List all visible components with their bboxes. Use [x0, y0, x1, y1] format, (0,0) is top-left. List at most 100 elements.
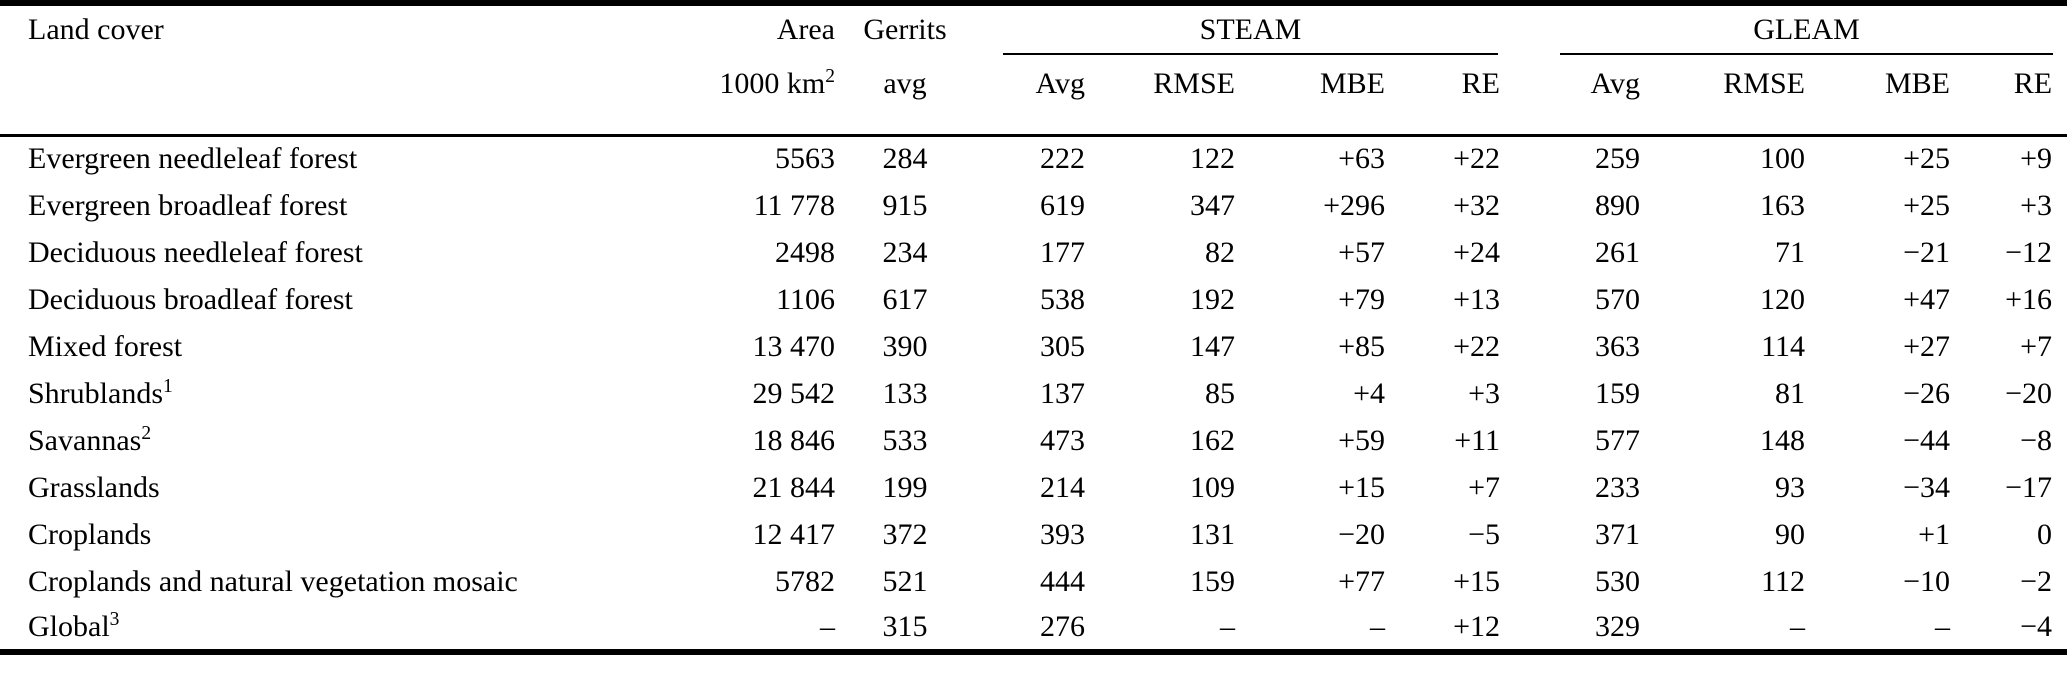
cell-area: 12 417 [752, 517, 836, 551]
footnote-marker: 1 [163, 375, 173, 397]
cell-steam-avg: 276 [1040, 610, 1085, 643]
land-cover-label: Global [28, 610, 110, 643]
cell-gleam-rmse: 93 [1775, 470, 1805, 504]
cell-steam-rmse: – [1220, 610, 1235, 643]
cell-gerrits-avg: 284 [882, 142, 928, 176]
table-row: Deciduous broadleaf forest 1106 617 538 … [0, 276, 2067, 323]
cell-steam-re: +13 [1453, 282, 1500, 316]
land-cover-label: Croplands and natural vegetation mosaic [28, 564, 518, 598]
cell-steam-rmse: 162 [1190, 423, 1235, 457]
cell-land-cover: Croplands [0, 511, 695, 558]
cell-gleam-re: −12 [2005, 235, 2053, 269]
cell-area: 18 846 [752, 423, 836, 457]
cell-gleam-mbe: −26 [1903, 376, 1950, 410]
cell-steam-rmse: 131 [1190, 517, 1235, 551]
col-header-gleam-rmse: RMSE [1640, 55, 1805, 137]
cell-gleam-avg: 159 [1595, 376, 1640, 410]
land-cover-label: Grasslands [28, 470, 160, 504]
cell-gerrits-avg: 533 [882, 423, 928, 457]
cell-gleam-re: −20 [2005, 376, 2053, 410]
cell-gleam-re: +9 [2020, 142, 2053, 176]
cell-gerrits-avg: 915 [882, 188, 928, 222]
cell-gleam-re: +16 [2005, 282, 2053, 316]
land-cover-label: Deciduous broadleaf forest [28, 282, 353, 316]
col-header-land-cover-spacer [0, 55, 695, 137]
land-cover-label: Deciduous needleleaf forest [28, 235, 363, 269]
group-header-gleam-label: GLEAM [1753, 13, 1860, 46]
cell-steam-rmse: 347 [1190, 188, 1235, 222]
cell-steam-re: +22 [1453, 142, 1500, 176]
cell-gleam-mbe: −21 [1903, 235, 1950, 269]
cell-steam-rmse: 147 [1190, 329, 1235, 363]
cell-area: 1106 [776, 282, 835, 316]
cell-area: 11 778 [753, 188, 835, 222]
cell-steam-mbe: +77 [1338, 564, 1385, 598]
col-header-gleam-mbe: MBE [1805, 55, 1950, 137]
cell-steam-mbe: +296 [1323, 188, 1385, 222]
cell-steam-mbe: −20 [1338, 517, 1385, 551]
col-header-gerrits: Gerrits [863, 13, 947, 46]
cell-steam-rmse: 159 [1190, 564, 1235, 598]
cell-steam-rmse: 109 [1190, 470, 1235, 504]
area-unit-exponent: 2 [825, 66, 835, 87]
cell-land-cover: Grasslands [0, 464, 695, 511]
footnote-marker: 2 [141, 422, 152, 444]
cell-land-cover: Deciduous needleleaf forest [0, 229, 695, 276]
group-header-steam: STEAM [975, 3, 1500, 55]
cell-area: 5563 [775, 142, 835, 176]
col-header-gerrits-avg: avg [835, 55, 975, 137]
cell-steam-rmse: 82 [1205, 235, 1235, 269]
table-row: Mixed forest 13 470 390 305 147 +85 +22 … [0, 323, 2067, 370]
table-row: Deciduous needleleaf forest 2498 234 177… [0, 229, 2067, 276]
col-header-steam-mbe: MBE [1235, 55, 1385, 137]
land-cover-label: Evergreen broadleaf forest [28, 188, 348, 222]
cell-land-cover: Croplands and natural vegetation mosaic [0, 558, 695, 605]
cell-steam-re: +24 [1453, 235, 1500, 269]
cell-steam-avg: 137 [1040, 376, 1085, 410]
area-unit-text: 1000 km [719, 67, 826, 100]
cell-gleam-mbe: −10 [1903, 564, 1950, 598]
col-header-steam-rmse: RMSE [1085, 55, 1235, 137]
table-row: Croplands and natural vegetation mosaic … [0, 558, 2067, 605]
table-row: Global3 – 315 276 – – +12 329 – – −4 [0, 605, 2067, 652]
cell-steam-re: +22 [1453, 329, 1500, 363]
cell-gleam-re: 0 [2037, 517, 2053, 551]
cell-gleam-avg: 363 [1595, 329, 1640, 363]
cell-gerrits-avg: 133 [882, 376, 928, 410]
cell-gleam-re: −4 [2020, 610, 2053, 643]
cell-steam-rmse: 192 [1190, 282, 1235, 316]
col-header-area-unit: 1000 km2 [695, 55, 835, 137]
cell-gleam-rmse: – [1790, 610, 1805, 643]
table-row: Evergreen broadleaf forest 11 778 915 61… [0, 182, 2067, 229]
cell-gleam-avg: 890 [1595, 188, 1640, 222]
cell-gleam-mbe: −34 [1903, 470, 1950, 504]
cell-steam-re: +32 [1453, 188, 1500, 222]
land-cover-label: Evergreen needleleaf forest [28, 142, 358, 176]
cell-gleam-mbe: +1 [1918, 517, 1950, 551]
cell-steam-re: +12 [1453, 610, 1500, 643]
cell-gleam-rmse: 163 [1760, 188, 1805, 222]
cell-gleam-re: +3 [2020, 188, 2053, 222]
cell-gerrits-avg: 617 [882, 282, 928, 316]
cell-land-cover: Deciduous broadleaf forest [0, 276, 695, 323]
table-row: Grasslands 21 844 199 214 109 +15 +7 233… [0, 464, 2067, 511]
cell-area: 5782 [775, 564, 835, 598]
cell-steam-avg: 473 [1040, 423, 1085, 457]
cell-area: – [820, 610, 835, 643]
cell-steam-mbe: +4 [1353, 376, 1385, 410]
land-cover-label: Croplands [28, 517, 152, 551]
cell-steam-rmse: 85 [1205, 376, 1235, 410]
cell-gleam-re: −17 [2005, 470, 2053, 504]
cell-gleam-rmse: 114 [1761, 329, 1805, 363]
cell-land-cover: Evergreen needleleaf forest [0, 135, 695, 182]
cell-steam-re: +11 [1454, 423, 1500, 457]
col-header-steam-avg: Avg [975, 55, 1085, 137]
group-header-steam-label: STEAM [1199, 13, 1302, 46]
cell-steam-mbe: – [1370, 610, 1385, 643]
cell-gleam-avg: 371 [1595, 517, 1640, 551]
col-header-steam-re: RE [1385, 55, 1500, 137]
cell-gleam-re: +7 [2020, 329, 2053, 363]
cell-steam-mbe: +85 [1338, 329, 1385, 363]
cell-steam-avg: 177 [1040, 235, 1085, 269]
steam-group-underline: STEAM [1003, 13, 1498, 55]
